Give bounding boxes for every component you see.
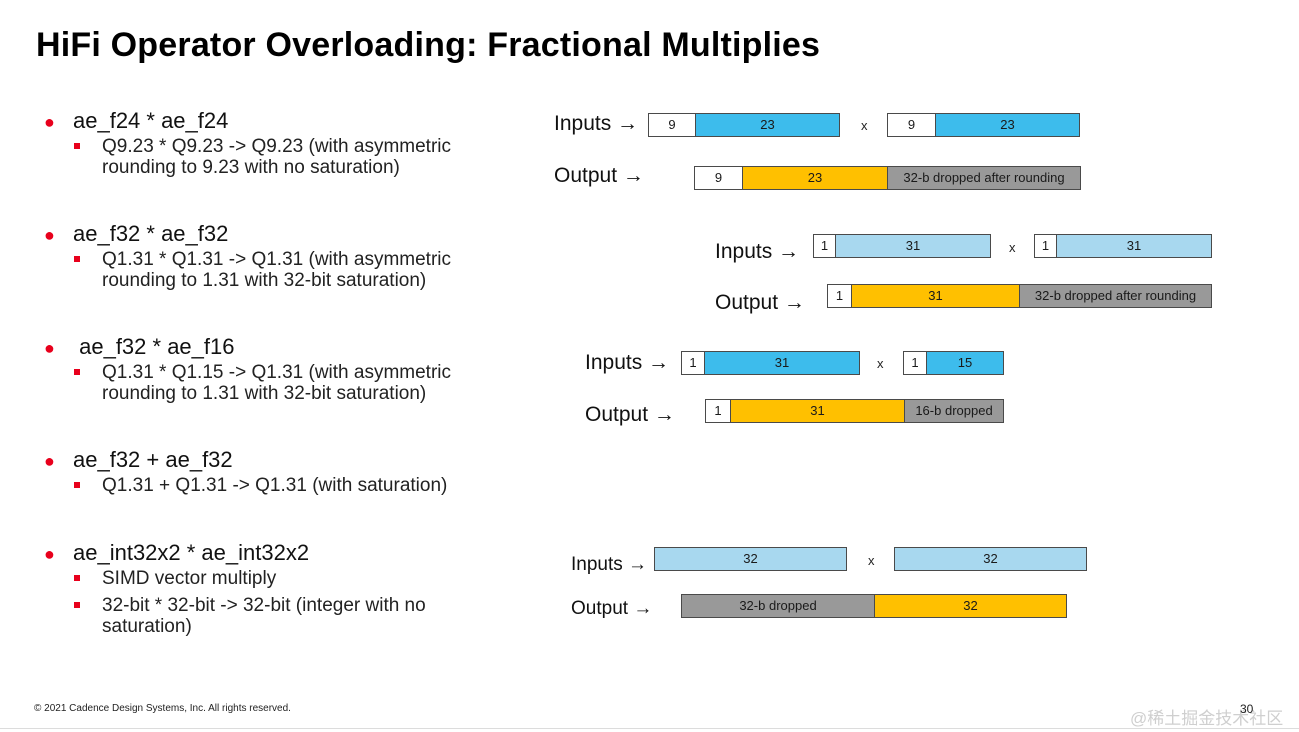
inputs-label: Inputs → (585, 351, 670, 374)
bullet-dot-icon: ● (44, 112, 55, 132)
bit-field-box: 31 (1056, 234, 1212, 258)
slide-title: HiFi Operator Overloading: Fractional Mu… (36, 26, 821, 64)
bullet-heading: ae_f32 * ae_f32 (73, 221, 229, 246)
multiply-sign: x (861, 118, 868, 133)
bit-field-box: 1 (813, 234, 836, 258)
sub-bullet-square-icon (74, 482, 80, 488)
bit-field-box: 32 (874, 594, 1067, 618)
bit-field-box: 9 (694, 166, 743, 190)
sub-bullet-text: Q1.31 + Q1.31 -> Q1.31 (with saturation) (102, 475, 448, 496)
dropped-bits-box: 32-b dropped after rounding (887, 166, 1081, 190)
sub-bullet-text: Q9.23 * Q9.23 -> Q9.23 (with asymmetric (102, 136, 451, 157)
bit-field-box: 1 (681, 351, 705, 375)
sub-bullet-text: 32-bit * 32-bit -> 32-bit (integer with … (102, 595, 426, 616)
copyright-footer: © 2021 Cadence Design Systems, Inc. All … (34, 703, 291, 714)
watermark: @稀土掘金技术社区 (1130, 709, 1284, 728)
bit-field-box: 9 (648, 113, 696, 137)
bottom-divider (0, 728, 1299, 729)
bullet-heading: ae_f32 + ae_f32 (73, 447, 233, 472)
bit-field-box: 32 (894, 547, 1087, 571)
sub-bullet-text: Q1.31 * Q1.31 -> Q1.31 (with asymmetric (102, 249, 451, 270)
bullet-heading: ae_f24 * ae_f24 (73, 108, 229, 133)
dropped-bits-box: 32-b dropped after rounding (1019, 284, 1212, 308)
multiply-sign: x (868, 553, 875, 568)
sub-bullet-square-icon (74, 575, 80, 581)
sub-bullet-text: rounding to 1.31 with 32-bit saturation) (102, 383, 427, 404)
sub-bullet-square-icon (74, 143, 80, 149)
dropped-bits-box: 16-b dropped (904, 399, 1004, 423)
bit-field-box: 1 (827, 284, 852, 308)
bit-field-box: 15 (926, 351, 1004, 375)
bit-field-box: 32 (654, 547, 847, 571)
output-label: Output → (571, 598, 653, 619)
bit-field-box: 31 (835, 234, 991, 258)
sub-bullet-text: SIMD vector multiply (102, 568, 277, 589)
sub-bullet-square-icon (74, 256, 80, 262)
output-label: Output → (554, 164, 644, 187)
inputs-label: Inputs → (571, 554, 648, 575)
bit-field-box: 1 (1034, 234, 1057, 258)
output-label: Output → (585, 403, 675, 426)
output-label: Output → (715, 291, 805, 314)
bit-field-box: 31 (704, 351, 860, 375)
bullet-item: ● ae_f32 + ae_f32 Q1.31 + Q1.31 -> Q1.31 … (44, 447, 514, 496)
bit-field-box: 23 (935, 113, 1080, 137)
bullet-dot-icon: ● (44, 225, 55, 245)
bullet-heading: ae_int32x2 * ae_int32x2 (73, 540, 310, 565)
bit-field-box: 1 (705, 399, 731, 423)
sub-bullet-text: Q1.31 * Q1.15 -> Q1.31 (with asymmetric (102, 362, 451, 383)
bullet-item: ● ae_f32 * ae_f32 Q1.31 * Q1.31 -> Q1.31 … (44, 221, 514, 291)
bullet-item: ● ae_f32 * ae_f16 Q1.31 * Q1.15 -> Q1.31… (44, 334, 514, 404)
inputs-label: Inputs → (554, 112, 639, 135)
bullet-heading: ae_f32 * ae_f16 (73, 334, 235, 359)
multiply-sign: x (1009, 240, 1016, 255)
page-number: 30 (1240, 702, 1254, 716)
bullet-dot-icon: ● (44, 451, 55, 471)
sub-bullet-text: rounding to 1.31 with 32-bit saturation) (102, 270, 427, 291)
sub-bullet-square-icon (74, 369, 80, 375)
bullet-item: ● ae_f24 * ae_f24 Q9.23 * Q9.23 -> Q9.23 … (44, 108, 514, 178)
bit-field-box: 31 (851, 284, 1020, 308)
bullet-dot-icon: ● (44, 338, 55, 358)
bullet-item: ● ae_int32x2 * ae_int32x2 SIMD vector mul… (44, 540, 514, 637)
dropped-bits-box: 32-b dropped (681, 594, 875, 618)
bit-field-box: 31 (730, 399, 905, 423)
bit-field-box: 9 (887, 113, 936, 137)
bit-field-box: 23 (742, 166, 888, 190)
bullet-dot-icon: ● (44, 544, 55, 564)
bit-field-box: 1 (903, 351, 927, 375)
sub-bullet-text: rounding to 9.23 with no saturation) (102, 157, 400, 178)
sub-bullet-text: saturation) (102, 616, 192, 637)
bit-field-box: 23 (695, 113, 840, 137)
sub-bullet-square-icon (74, 602, 80, 608)
multiply-sign: x (877, 356, 884, 371)
inputs-label: Inputs → (715, 240, 800, 263)
